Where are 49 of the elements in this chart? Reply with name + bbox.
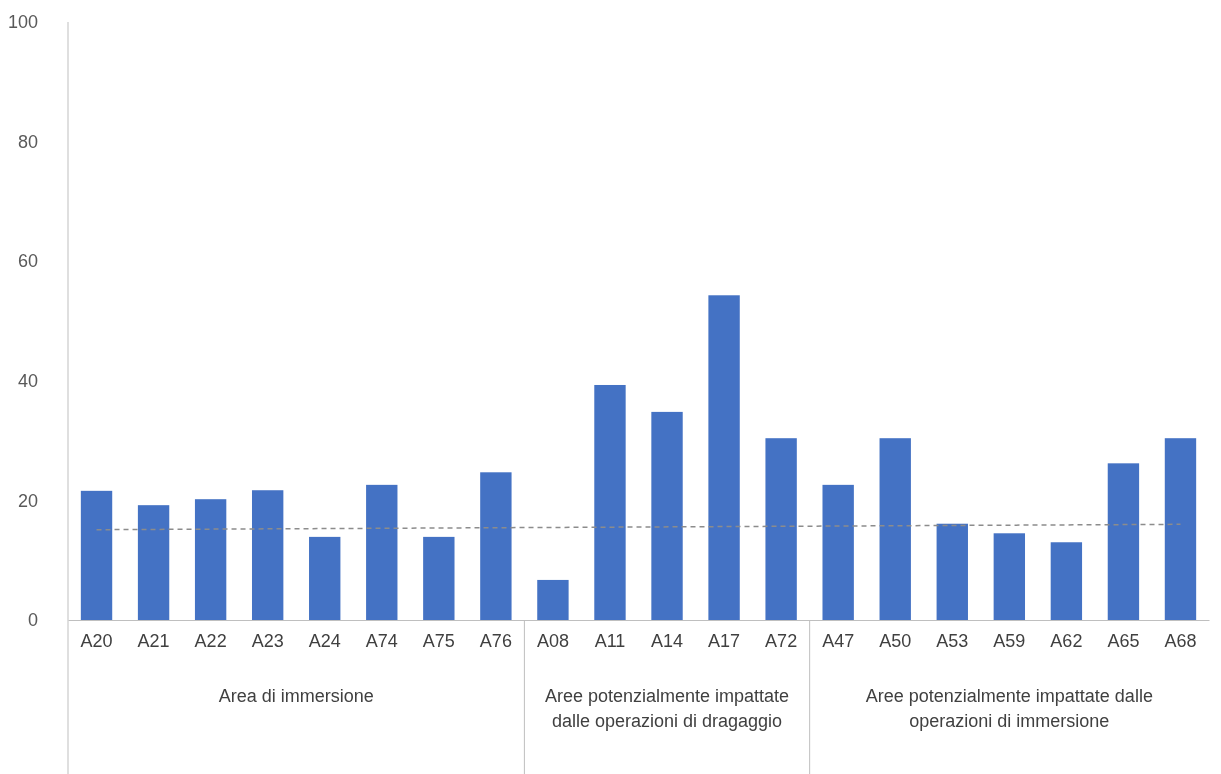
- y-tick-label: 20: [17, 490, 38, 511]
- bar: [936, 523, 968, 620]
- x-tick-label: A14: [651, 630, 684, 651]
- bar: [137, 505, 170, 620]
- x-tick-label: A47: [822, 630, 855, 651]
- x-tick-label: A68: [1164, 630, 1197, 651]
- y-tick-label: 80: [17, 131, 38, 152]
- bar: [480, 472, 512, 620]
- x-tick-label: A21: [137, 630, 170, 651]
- x-tick-label: A22: [194, 630, 227, 651]
- x-tick-label: A59: [993, 630, 1026, 651]
- bar: [765, 438, 797, 620]
- bar: [1164, 438, 1197, 620]
- bar: [1107, 463, 1140, 620]
- bar: [366, 484, 398, 620]
- x-tick-label: A72: [765, 630, 798, 651]
- x-tick-label: A75: [422, 630, 455, 651]
- bar: [80, 490, 113, 620]
- x-tick-label: A20: [80, 630, 113, 651]
- y-tick-label: 40: [17, 371, 38, 392]
- bar: [309, 536, 341, 620]
- bar: [993, 533, 1026, 620]
- x-tick-label: A50: [879, 630, 912, 651]
- x-tick-label: A74: [365, 630, 398, 651]
- x-tick-label: A76: [479, 630, 512, 651]
- bar: [423, 536, 455, 620]
- y-tick-label: 60: [17, 251, 38, 272]
- x-tick-label: A65: [1107, 630, 1140, 651]
- text: Area di immersione: [218, 686, 374, 706]
- y-tick-label: 0: [27, 610, 38, 631]
- x-tick-label: A24: [308, 630, 341, 651]
- bar: [651, 411, 683, 620]
- y-tick-label: 100: [7, 12, 38, 33]
- x-tick-label: A23: [251, 630, 284, 651]
- bar: [594, 384, 626, 620]
- bar: [822, 484, 854, 620]
- x-tick-label: A11: [594, 630, 626, 651]
- bar: [708, 295, 740, 620]
- x-tick-label: A53: [936, 630, 969, 651]
- x-tick-label: A62: [1050, 630, 1083, 651]
- bar: [251, 490, 284, 620]
- text: Aree potenzialmente impattate dalle operazioni di immersione: [865, 686, 1153, 731]
- x-tick-label: A08: [536, 630, 569, 651]
- bar: [1050, 542, 1083, 620]
- text: Aree potenzialmente impattate dalle operazioni di dragaggio: [544, 686, 790, 731]
- bar: [879, 438, 911, 620]
- x-tick-label: A17: [708, 630, 741, 651]
- bar: [537, 579, 569, 620]
- bar: [194, 499, 227, 620]
